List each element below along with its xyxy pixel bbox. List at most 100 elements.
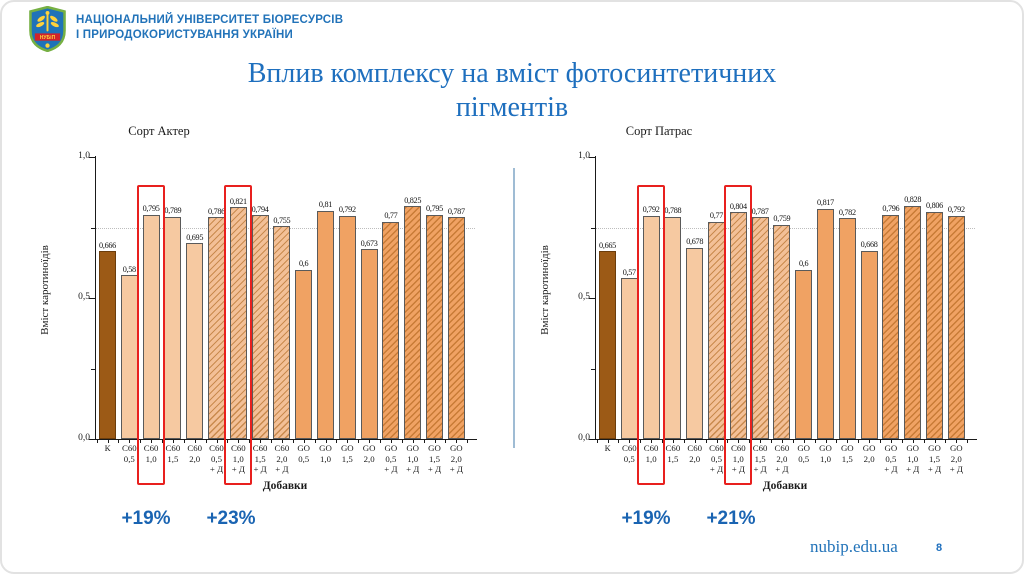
slide-title-line1: Вплив комплексу на вміст фотосинтетичних: [247, 58, 777, 89]
bar: [338, 215, 356, 439]
bar: [599, 251, 616, 439]
x-tick-mark: [314, 440, 316, 444]
x-category-label: GO 2,0 + Д: [449, 443, 463, 475]
bar-value-label: 0,77: [384, 211, 398, 221]
x-tick-mark: [869, 440, 871, 444]
y-axis-line: [595, 156, 597, 440]
bar: [382, 221, 400, 439]
x-tick-mark: [390, 440, 392, 444]
bar-value-label: 0,795: [142, 204, 160, 214]
x-tick-mark: [781, 440, 783, 444]
bar: [751, 217, 769, 439]
x-tick-mark: [760, 440, 762, 444]
x-tick-mark: [325, 440, 327, 444]
percent-annotation: +23%: [206, 508, 256, 529]
bar: [838, 218, 856, 439]
x-category-label: GO 0,5 + Д: [384, 443, 398, 475]
y-axis-line: [95, 156, 97, 440]
x-tick-mark: [434, 440, 436, 444]
x-tick-mark: [901, 440, 903, 444]
y-tick-label: 0,0: [578, 433, 590, 443]
y-tick-mark: [589, 298, 595, 300]
x-tick-mark: [412, 440, 414, 444]
x-category-label: С60 0,5 + Д: [709, 443, 724, 475]
bar-value-label: 0,666: [99, 240, 116, 250]
y-tick-mark: [589, 157, 595, 159]
x-category-label: С60 2,0: [687, 443, 703, 464]
bar: [882, 214, 900, 439]
bar: [817, 208, 834, 439]
logo-banner: [34, 33, 61, 41]
bar-value-label: 0,755: [273, 215, 291, 225]
bar-value-label: 0,794: [251, 204, 269, 214]
x-axis-line: [591, 439, 977, 441]
university-name-line2: І ПРИРОДОКОРИСТУВАННЯ УКРАЇНИ: [76, 28, 293, 41]
y-tick-label: 1,0: [78, 151, 90, 161]
x-tick-mark: [260, 440, 262, 444]
x-tick-mark: [912, 440, 914, 444]
x-tick-mark: [705, 440, 707, 444]
x-tick-mark: [858, 440, 860, 444]
x-tick-mark: [129, 440, 131, 444]
bar: [860, 250, 878, 439]
x-category-label: GO 1,0: [819, 443, 832, 464]
x-tick-mark: [249, 440, 251, 444]
bar: [142, 214, 160, 439]
x-tick-mark: [292, 440, 294, 444]
x-tick-mark: [194, 440, 196, 444]
bar-value-label: 0,673: [360, 238, 378, 248]
y-tick-mark: [591, 368, 595, 370]
x-tick-mark: [107, 440, 109, 444]
x-tick-mark: [727, 440, 729, 444]
y-tick-label: 0,5: [578, 292, 590, 302]
university-logo: НУБіП: [29, 6, 66, 52]
x-axis-labels: К С60 0,5 С60 1,0 С60 1,5 С60 2,0 С60 0,5 + Д С60 1,0…: [95, 443, 485, 477]
x-category-label: С60 1,5: [665, 443, 681, 464]
percent-annotation: +21%: [706, 508, 756, 529]
bar-value-label: 0,792: [947, 205, 965, 215]
bar-value-label: 0,57: [622, 267, 636, 277]
x-tick-mark: [803, 440, 805, 444]
x-category-label: С60 0,5: [121, 443, 137, 464]
x-category-label: С60 1,0 + Д: [730, 443, 746, 475]
chart-sort-akter: Сорт Актер Вміст каротиноїдів 0,666 0,58 0…: [38, 120, 498, 555]
x-tick-mark: [445, 440, 447, 444]
x-tick-mark: [161, 440, 163, 444]
x-tick-mark: [303, 440, 305, 444]
chart-title: Сорт Патрас: [625, 124, 693, 138]
x-tick-mark: [694, 440, 696, 444]
x-category-label: GO 1,0 + Д: [906, 443, 920, 475]
x-category-label: GO 1,5: [840, 443, 854, 464]
plot-area: 0,665 0,57 0,792 0,788 0,678 0,77 0,804 0,787 0,…: [595, 157, 975, 444]
bar: [926, 211, 943, 439]
bar-value-label: 0,787: [751, 206, 769, 216]
x-tick-mark: [358, 440, 360, 444]
bar: [251, 215, 269, 439]
x-tick-mark: [596, 440, 598, 444]
x-tick-mark: [151, 440, 153, 444]
bar: [708, 221, 725, 439]
highlight-box: [224, 185, 253, 486]
bar-value-label: 0,796: [882, 204, 900, 214]
x-tick-mark: [640, 440, 642, 444]
x-axis-labels: К С60 0,5 С60 1,0 С60 1,5 С60 2,0 С60 0,5 + Д С60 1,0…: [595, 443, 985, 477]
bar-value-label: 0,782: [838, 207, 856, 217]
y-axis-title: Вміст каротиноїдів: [39, 245, 51, 335]
x-tick-mark: [96, 440, 98, 444]
bar-value-label: 0,788: [664, 206, 682, 216]
x-category-label: С60 1,5 + Д: [752, 443, 768, 475]
footer-website: nubip.edu.ua: [810, 537, 898, 556]
bar: [686, 247, 704, 439]
x-tick-mark: [629, 440, 631, 444]
x-tick-mark: [956, 440, 958, 444]
university-name: НАЦІОНАЛЬНИЙ УНІВЕРСИТЕТ БІОРЕСУРСІВ І П…: [76, 13, 343, 42]
percent-annotation: +19%: [621, 508, 671, 529]
x-tick-mark: [379, 440, 381, 444]
bar-value-label: 0,821: [229, 196, 247, 206]
x-tick-mark: [749, 440, 751, 444]
x-tick-mark: [738, 440, 740, 444]
highlight-box: [724, 185, 753, 486]
bar: [947, 215, 965, 439]
y-tick-mark: [89, 298, 95, 300]
